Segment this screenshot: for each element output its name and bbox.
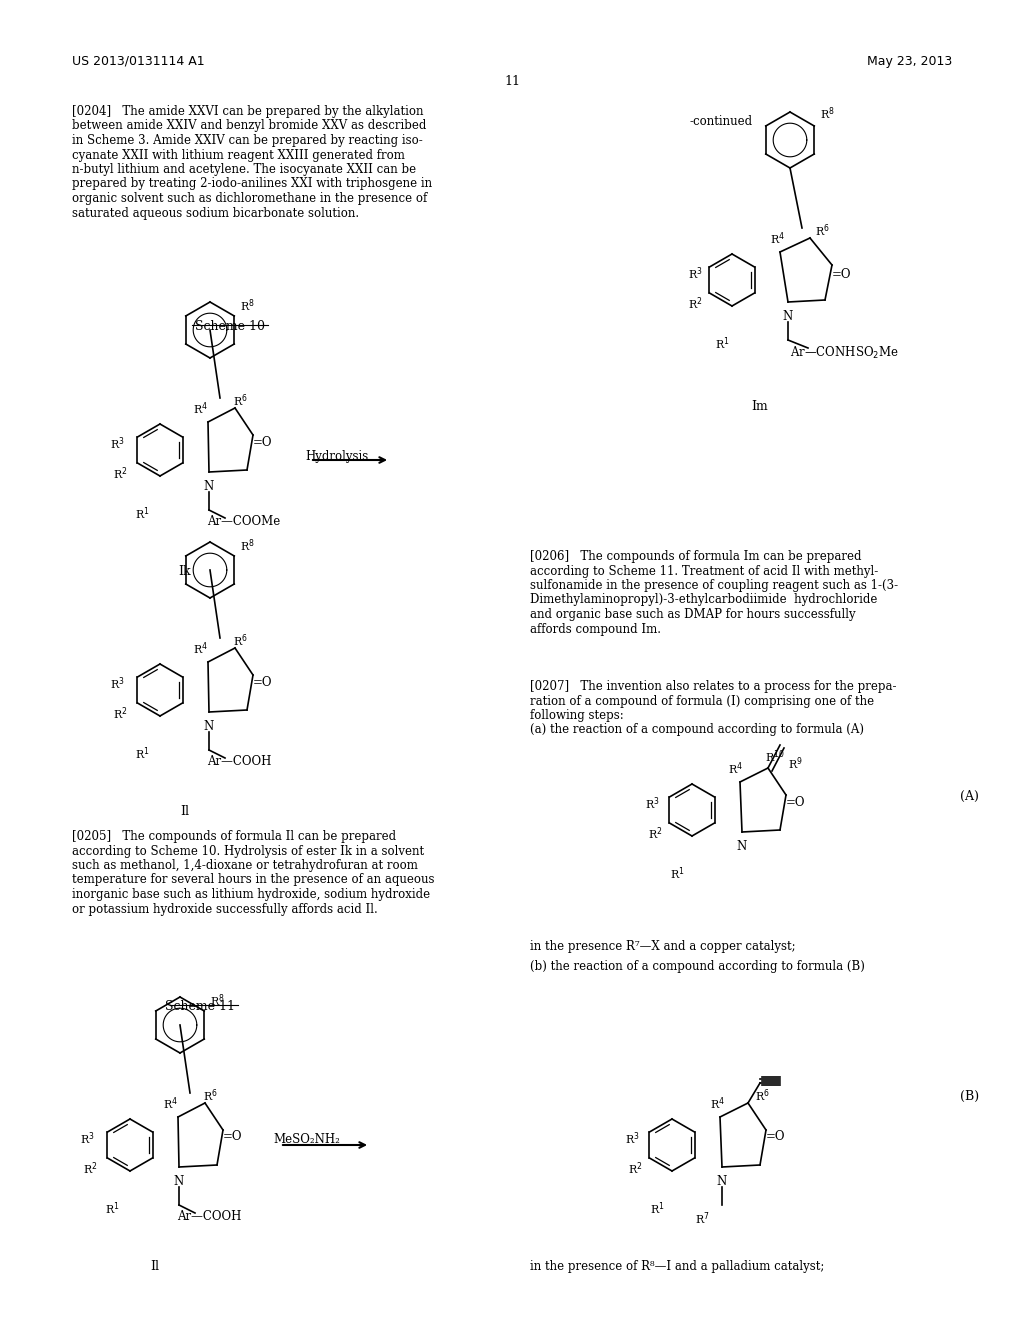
Text: [0207]   The invention also relates to a process for the prepa-: [0207] The invention also relates to a p… xyxy=(530,680,896,693)
Text: -continued: -continued xyxy=(690,115,753,128)
Text: N: N xyxy=(737,840,748,853)
Text: prepared by treating 2-iodo-anilines XXI with triphosgene in: prepared by treating 2-iodo-anilines XXI… xyxy=(72,177,432,190)
Text: R$^3$: R$^3$ xyxy=(645,795,659,812)
Text: or potassium hydroxide successfully affords acid Il.: or potassium hydroxide successfully affo… xyxy=(72,903,378,916)
Text: R$^3$: R$^3$ xyxy=(110,436,125,451)
Text: according to Scheme 10. Hydrolysis of ester Ik in a solvent: according to Scheme 10. Hydrolysis of es… xyxy=(72,845,424,858)
Text: R$^1$: R$^1$ xyxy=(135,744,150,762)
Text: R$^1$: R$^1$ xyxy=(135,506,150,521)
Text: Il: Il xyxy=(151,1261,160,1272)
Text: (a) the reaction of a compound according to formula (A): (a) the reaction of a compound according… xyxy=(530,723,864,737)
Text: R$^8$: R$^8$ xyxy=(240,537,255,553)
Text: organic solvent such as dichloromethane in the presence of: organic solvent such as dichloromethane … xyxy=(72,191,427,205)
Text: R$^4$: R$^4$ xyxy=(770,230,785,247)
Text: =O: =O xyxy=(831,268,852,281)
Text: saturated aqueous sodium bicarbonate solution.: saturated aqueous sodium bicarbonate sol… xyxy=(72,206,359,219)
Text: (A): (A) xyxy=(961,789,979,803)
Text: R$^8$: R$^8$ xyxy=(240,297,255,314)
Text: Dimethylaminopropyl)-3-ethylcarbodiimide  hydrochloride: Dimethylaminopropyl)-3-ethylcarbodiimide… xyxy=(530,594,878,606)
Text: [0205]   The compounds of formula Il can be prepared: [0205] The compounds of formula Il can b… xyxy=(72,830,396,843)
Text: R$^1$: R$^1$ xyxy=(650,1200,665,1217)
Text: in Scheme 3. Amide XXIV can be prepared by reacting iso-: in Scheme 3. Amide XXIV can be prepared … xyxy=(72,135,423,147)
Text: and organic base such as DMAP for hours successfully: and organic base such as DMAP for hours … xyxy=(530,609,856,620)
Text: R$^6$: R$^6$ xyxy=(233,392,248,409)
Text: Scheme 11: Scheme 11 xyxy=(165,1001,234,1012)
Text: R$^2$: R$^2$ xyxy=(648,825,663,842)
Text: R$^9$: R$^9$ xyxy=(788,755,803,772)
Text: N: N xyxy=(783,310,794,323)
Text: (b) the reaction of a compound according to formula (B): (b) the reaction of a compound according… xyxy=(530,960,865,973)
Text: =O: =O xyxy=(766,1130,785,1143)
Text: R$^4$: R$^4$ xyxy=(710,1096,725,1111)
Text: R$^2$: R$^2$ xyxy=(113,465,128,482)
Text: R$^4$: R$^4$ xyxy=(193,400,208,417)
Text: R$^4$: R$^4$ xyxy=(193,640,208,656)
Text: N: N xyxy=(204,719,214,733)
Text: R$^4$: R$^4$ xyxy=(728,760,743,776)
Text: ration of a compound of formula (I) comprising one of the: ration of a compound of formula (I) comp… xyxy=(530,694,874,708)
Text: [0204]   The amide XXVI can be prepared by the alkylation: [0204] The amide XXVI can be prepared by… xyxy=(72,106,424,117)
Text: temperature for several hours in the presence of an aqueous: temperature for several hours in the pre… xyxy=(72,874,434,887)
Text: N: N xyxy=(717,1175,727,1188)
Text: R$^1$: R$^1$ xyxy=(670,865,685,882)
Text: R$^3$: R$^3$ xyxy=(110,675,125,692)
Text: R$^6$: R$^6$ xyxy=(755,1086,770,1104)
Text: Ik: Ik xyxy=(178,565,191,578)
Text: US 2013/0131114 A1: US 2013/0131114 A1 xyxy=(72,55,205,69)
Text: R$^3$: R$^3$ xyxy=(80,1130,95,1147)
Text: in the presence R⁷—X and a copper catalyst;: in the presence R⁷—X and a copper cataly… xyxy=(530,940,796,953)
Text: R$^3$: R$^3$ xyxy=(625,1130,640,1147)
Text: sulfonamide in the presence of coupling reagent such as 1-(3-: sulfonamide in the presence of coupling … xyxy=(530,579,898,591)
Text: R$^6$: R$^6$ xyxy=(203,1086,218,1104)
Text: R$^4$: R$^4$ xyxy=(163,1096,178,1111)
Text: =O: =O xyxy=(253,436,272,449)
Text: [0206]   The compounds of formula Im can be prepared: [0206] The compounds of formula Im can b… xyxy=(530,550,861,564)
Text: n-butyl lithium and acetylene. The isocyanate XXII can be: n-butyl lithium and acetylene. The isocy… xyxy=(72,162,416,176)
Text: MeSO₂NH₂: MeSO₂NH₂ xyxy=(273,1133,340,1146)
Text: Ar—CONHSO$_2$Me: Ar—CONHSO$_2$Me xyxy=(790,345,899,362)
Text: R$^{10}$: R$^{10}$ xyxy=(765,748,784,764)
Text: R$^2$: R$^2$ xyxy=(628,1160,643,1176)
Text: (B): (B) xyxy=(961,1090,979,1104)
Text: inorganic base such as lithium hydroxide, sodium hydroxide: inorganic base such as lithium hydroxide… xyxy=(72,888,430,902)
Text: Hydrolysis: Hydrolysis xyxy=(305,450,369,463)
Text: Scheme 10: Scheme 10 xyxy=(195,319,265,333)
Text: such as methanol, 1,4-dioxane or tetrahydrofuran at room: such as methanol, 1,4-dioxane or tetrahy… xyxy=(72,859,418,873)
Text: =O: =O xyxy=(253,676,272,689)
Text: R$^6$: R$^6$ xyxy=(815,222,829,239)
Text: R$^8$: R$^8$ xyxy=(210,993,225,1008)
Text: Ar—COOMe: Ar—COOMe xyxy=(207,515,281,528)
Text: R$^2$: R$^2$ xyxy=(688,294,702,312)
Text: affords compound Im.: affords compound Im. xyxy=(530,623,662,635)
Text: R$^7$: R$^7$ xyxy=(695,1210,710,1226)
Text: according to Scheme 11. Treatment of acid Il with methyl-: according to Scheme 11. Treatment of aci… xyxy=(530,565,879,578)
Text: R$^6$: R$^6$ xyxy=(233,632,248,648)
Text: R$^2$: R$^2$ xyxy=(83,1160,97,1176)
Text: Ar—COOH: Ar—COOH xyxy=(177,1210,242,1224)
Text: N: N xyxy=(174,1175,184,1188)
Text: cyanate XXII with lithium reagent XXIII generated from: cyanate XXII with lithium reagent XXIII … xyxy=(72,149,404,161)
Text: =O: =O xyxy=(223,1130,243,1143)
Text: Im: Im xyxy=(752,400,768,413)
Text: 11: 11 xyxy=(504,75,520,88)
Text: R$^2$: R$^2$ xyxy=(113,705,128,722)
Text: =O: =O xyxy=(786,796,806,808)
Text: between amide XXIV and benzyl bromide XXV as described: between amide XXIV and benzyl bromide XX… xyxy=(72,120,426,132)
Text: R$^3$: R$^3$ xyxy=(688,265,702,281)
Text: R$^8$: R$^8$ xyxy=(820,106,835,121)
Text: in the presence of R⁸—I and a palladium catalyst;: in the presence of R⁸—I and a palladium … xyxy=(530,1261,824,1272)
Text: R$^1$: R$^1$ xyxy=(105,1200,120,1217)
Text: Il: Il xyxy=(180,805,189,818)
Text: Ar—COOH: Ar—COOH xyxy=(207,755,271,768)
Text: R$^1$: R$^1$ xyxy=(715,335,730,351)
Text: N: N xyxy=(204,480,214,492)
Text: following steps:: following steps: xyxy=(530,709,624,722)
Text: May 23, 2013: May 23, 2013 xyxy=(866,55,952,69)
